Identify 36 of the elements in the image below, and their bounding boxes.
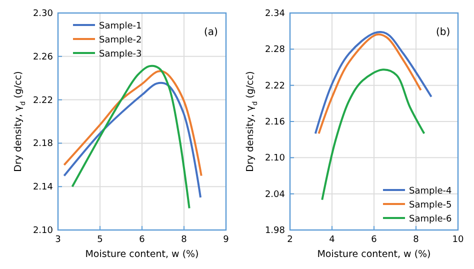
- y-tick-label: 2.34: [264, 9, 286, 19]
- x-tick-label: 9: [223, 235, 230, 245]
- y-tick-label: 2.26: [32, 52, 54, 62]
- line-series: [63, 82, 202, 198]
- x-tick-label: 5: [97, 235, 103, 245]
- x-tick-label: 3: [55, 235, 61, 245]
- x-tick-label: 2: [287, 235, 293, 245]
- y-tick-label: 2.14: [32, 182, 54, 193]
- y-tick-label: 2.10: [32, 226, 54, 236]
- legend-label: Sample-3: [99, 50, 142, 60]
- x-axis-title: Moisture content, w (%): [317, 249, 431, 260]
- x-tick-label: 8: [413, 235, 420, 245]
- annotation: (a): [204, 27, 218, 38]
- x-axis-title: Moisture content, w (%): [85, 249, 199, 260]
- legend-label: Sample-6: [409, 214, 452, 224]
- y-tick-label: 2.10: [264, 154, 286, 164]
- legend-label: Sample-1: [99, 22, 142, 32]
- x-tick-label: 10: [452, 235, 464, 245]
- x-tick-label: 8: [181, 235, 188, 245]
- y-tick-label: 2.28: [264, 45, 286, 56]
- y-tick-label: 2.22: [264, 81, 285, 92]
- line-series: [63, 70, 202, 177]
- x-tick-label: 6: [139, 235, 146, 245]
- annotation: (b): [436, 27, 450, 38]
- y-tick-label: 2.16: [264, 118, 286, 128]
- x-tick-label: 4: [329, 235, 336, 245]
- legend-label: Sample-2: [99, 36, 142, 46]
- y-tick-label: 2.22: [32, 96, 53, 106]
- legend-label: Sample-5: [409, 200, 452, 210]
- y-tick-label: 1.98: [264, 226, 286, 236]
- y-tick-label: 2.30: [32, 9, 54, 19]
- y-tick-label: 2.04: [264, 190, 286, 200]
- y-tick-label: 2.18: [32, 139, 54, 150]
- x-tick-label: 6: [371, 235, 378, 245]
- line-series: [71, 64, 190, 210]
- legend-label: Sample-4: [409, 186, 452, 196]
